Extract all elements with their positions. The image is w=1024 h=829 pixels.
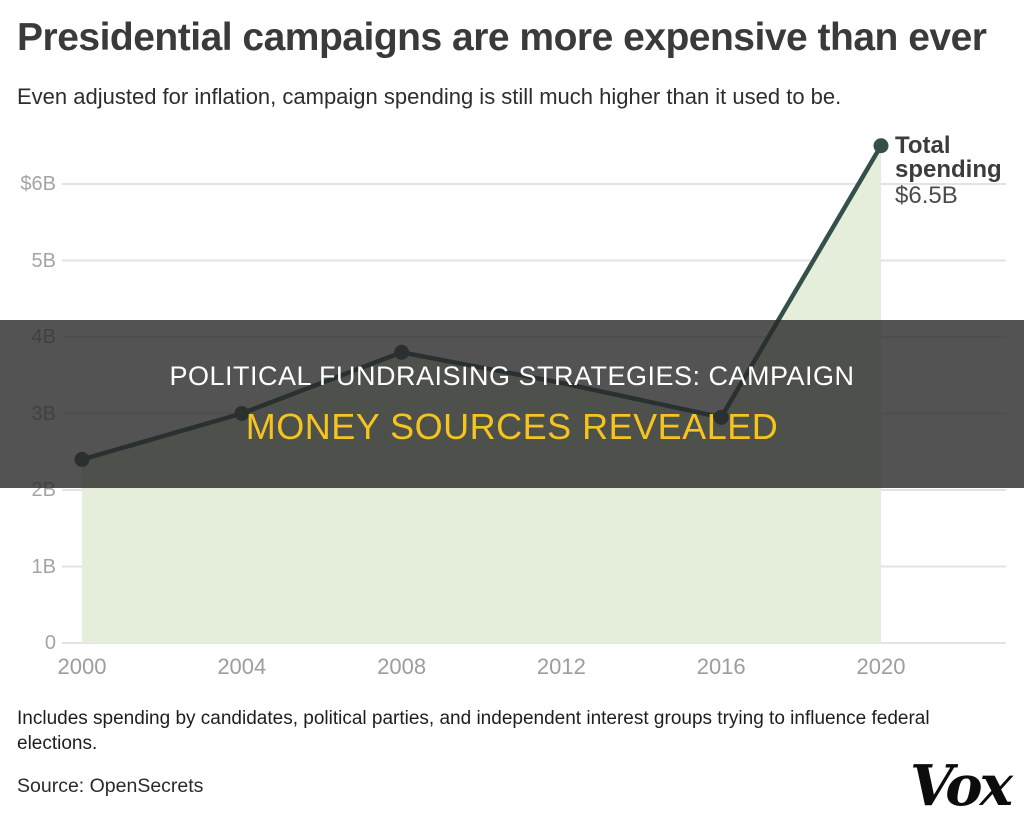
data-point-2020	[873, 138, 889, 154]
x-axis-label: 2016	[696, 654, 746, 679]
annotation-series-name: Total spending	[895, 132, 1002, 183]
headline-banner: POLITICAL FUNDRAISING STRATEGIES: CAMPAI…	[0, 320, 1024, 488]
annotation-value: $6.5B	[895, 182, 958, 209]
x-axis-label: 2004	[217, 654, 267, 679]
banner-headline-line1: POLITICAL FUNDRAISING STRATEGIES: CAMPAI…	[169, 361, 855, 391]
page-title: Presidential campaigns are more expensiv…	[17, 16, 987, 59]
y-axis-label: 5B	[31, 249, 56, 272]
vox-logo: Vox	[909, 753, 1013, 819]
y-axis-label: $6B	[20, 173, 56, 195]
y-axis-label: 0	[44, 632, 56, 654]
chart-footnote: Includes spending by candidates, politic…	[17, 708, 930, 754]
last-point-annotation: Total spending $6.5B	[895, 134, 1013, 209]
page-subtitle: Even adjusted for inflation, campaign sp…	[17, 84, 842, 109]
x-axis-label: 2012	[536, 654, 586, 679]
x-axis-label: 2020	[856, 654, 906, 679]
banner-headline-line2: MONEY SOURCES REVEALED	[245, 406, 779, 447]
source-credit: Source: OpenSecrets	[17, 775, 204, 797]
x-axis-label: 2000	[57, 654, 107, 679]
y-axis-label: 1B	[31, 555, 56, 578]
x-axis-label: 2008	[377, 654, 427, 679]
